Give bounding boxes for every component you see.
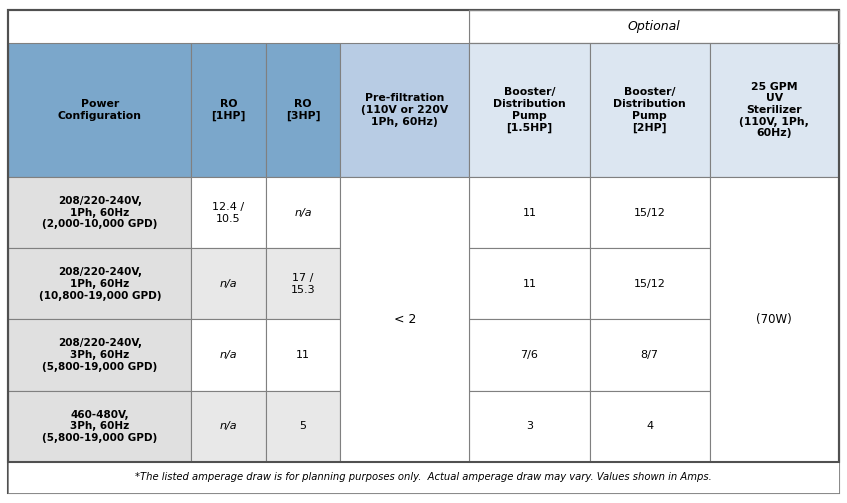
Text: (70W): (70W): [756, 313, 792, 326]
Text: 460-480V,
3Ph, 60Hz
(5,800-19,000 GPD): 460-480V, 3Ph, 60Hz (5,800-19,000 GPD): [42, 409, 158, 443]
Text: 208/220-240V,
3Ph, 60Hz
(5,800-19,000 GPD): 208/220-240V, 3Ph, 60Hz (5,800-19,000 GP…: [42, 339, 158, 372]
Bar: [469, 248, 590, 319]
Bar: [8, 391, 191, 462]
Bar: [469, 319, 590, 391]
Bar: [266, 43, 340, 177]
Text: 4: 4: [646, 421, 653, 431]
Bar: [8, 177, 191, 248]
Bar: [8, 462, 839, 493]
Bar: [191, 43, 266, 177]
Bar: [266, 248, 340, 319]
Text: 15/12: 15/12: [634, 279, 666, 289]
Text: Optional: Optional: [628, 20, 680, 33]
Text: Pre-filtration
(110V or 220V
1Ph, 60Hz): Pre-filtration (110V or 220V 1Ph, 60Hz): [361, 94, 448, 127]
Bar: [340, 43, 469, 177]
Bar: [710, 43, 839, 177]
Text: n/a: n/a: [294, 208, 312, 218]
Bar: [191, 319, 266, 391]
Text: Power
Configuration: Power Configuration: [58, 99, 141, 121]
Bar: [469, 391, 590, 462]
Bar: [590, 391, 710, 462]
Text: 5: 5: [300, 421, 307, 431]
Bar: [266, 319, 340, 391]
Bar: [590, 43, 710, 177]
Text: Booster/
Distribution
Pump
[2HP]: Booster/ Distribution Pump [2HP]: [613, 88, 686, 132]
Bar: [469, 10, 839, 43]
Text: n/a: n/a: [219, 421, 237, 431]
Text: RO
[1HP]: RO [1HP]: [211, 99, 246, 121]
Bar: [710, 177, 839, 462]
Text: 11: 11: [523, 279, 536, 289]
Bar: [590, 248, 710, 319]
Bar: [191, 248, 266, 319]
Bar: [266, 391, 340, 462]
Text: 11: 11: [523, 208, 536, 218]
Bar: [590, 319, 710, 391]
Bar: [8, 319, 191, 391]
Bar: [469, 177, 590, 248]
Bar: [590, 177, 710, 248]
Text: 15/12: 15/12: [634, 208, 666, 218]
Bar: [8, 248, 191, 319]
Bar: [8, 43, 191, 177]
Text: 11: 11: [296, 350, 310, 360]
Text: Booster/
Distribution
Pump
[1.5HP]: Booster/ Distribution Pump [1.5HP]: [493, 88, 566, 132]
Text: *The listed amperage draw is for planning purposes only.  Actual amperage draw m: *The listed amperage draw is for plannin…: [136, 472, 711, 482]
Text: 208/220-240V,
1Ph, 60Hz
(2,000-10,000 GPD): 208/220-240V, 1Ph, 60Hz (2,000-10,000 GP…: [42, 196, 158, 229]
Text: 7/6: 7/6: [520, 350, 539, 360]
Text: 208/220-240V,
1Ph, 60Hz
(10,800-19,000 GPD): 208/220-240V, 1Ph, 60Hz (10,800-19,000 G…: [38, 267, 161, 300]
Text: 8/7: 8/7: [640, 350, 659, 360]
Bar: [8, 10, 469, 43]
Text: n/a: n/a: [219, 279, 237, 289]
Bar: [266, 177, 340, 248]
Bar: [340, 177, 469, 462]
Text: 25 GPM
UV
Sterilizer
(110V, 1Ph,
60Hz): 25 GPM UV Sterilizer (110V, 1Ph, 60Hz): [739, 82, 809, 138]
Text: 3: 3: [526, 421, 533, 431]
Text: < 2: < 2: [394, 313, 416, 326]
Text: 17 /
15.3: 17 / 15.3: [291, 273, 315, 295]
Text: RO
[3HP]: RO [3HP]: [286, 99, 320, 121]
Bar: [191, 391, 266, 462]
Bar: [469, 43, 590, 177]
Bar: [8, 10, 839, 462]
Text: 12.4 /
10.5: 12.4 / 10.5: [213, 202, 245, 224]
Bar: [191, 177, 266, 248]
Text: n/a: n/a: [219, 350, 237, 360]
